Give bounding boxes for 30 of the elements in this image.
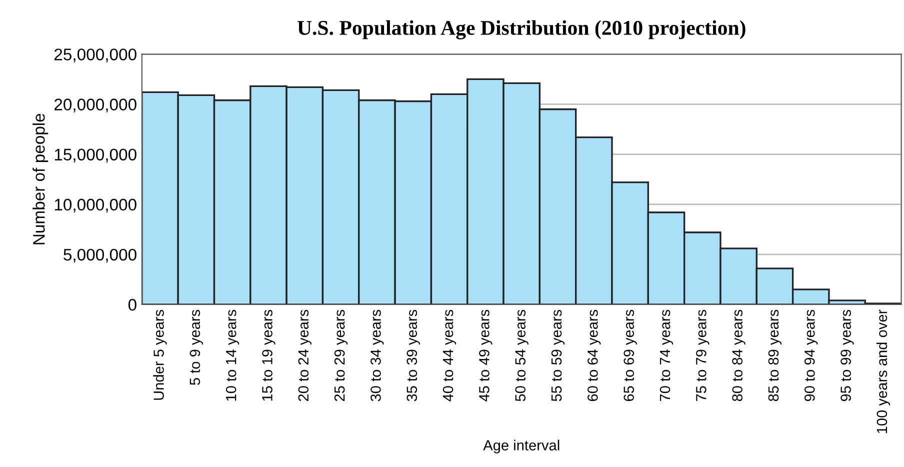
x-tick-label: 35 to 39 years: [406, 310, 420, 402]
x-tick-label: Under 5 years: [153, 310, 167, 400]
x-tick-label: 90 to 94 years: [804, 310, 818, 402]
y-tick-label: 20,000,000: [54, 98, 136, 112]
x-tick-label: 80 to 84 years: [732, 310, 746, 402]
x-tick-label: 95 to 99 years: [840, 310, 854, 402]
x-tick-label: 5 to 9 years: [190, 310, 203, 385]
x-tick-label: 40 to 44 years: [442, 310, 456, 402]
x-tick-label: 55 to 59 years: [551, 310, 565, 402]
x-tick-label: 75 to 79 years: [696, 310, 710, 402]
x-tick-label: 30 to 34 years: [370, 310, 384, 402]
y-tick-label: 0: [128, 298, 136, 311]
x-axis-title: Age interval: [483, 440, 560, 454]
x-tick-label: 20 to 24 years: [298, 310, 312, 402]
x-tick-label: 25 to 29 years: [334, 310, 348, 402]
x-tick-label: 50 to 54 years: [515, 310, 528, 402]
x-tick-label: 85 to 89 years: [768, 310, 782, 402]
x-tick-label: 10 to 14 years: [226, 310, 240, 401]
y-tick-label: 25,000,000: [54, 48, 136, 62]
y-tick-label: 5,000,000: [64, 248, 136, 263]
x-tick-label: 65 to 69 years: [624, 310, 637, 402]
y-axis-title: Number of people: [32, 114, 48, 244]
x-tick-label: 100 years and over: [876, 310, 890, 434]
chart-title: U.S. Population Age Distribution (2010 projection): [297, 20, 746, 40]
x-tick-label: 70 to 74 years: [660, 310, 674, 402]
y-tick-label: 15,000,000: [54, 148, 136, 162]
x-tick-label: 60 to 64 years: [588, 310, 601, 402]
y-tick-label: 10,000,000: [54, 198, 136, 213]
x-tick-label: 45 to 49 years: [479, 310, 492, 402]
x-tick-label: 15 to 19 years: [262, 310, 276, 401]
